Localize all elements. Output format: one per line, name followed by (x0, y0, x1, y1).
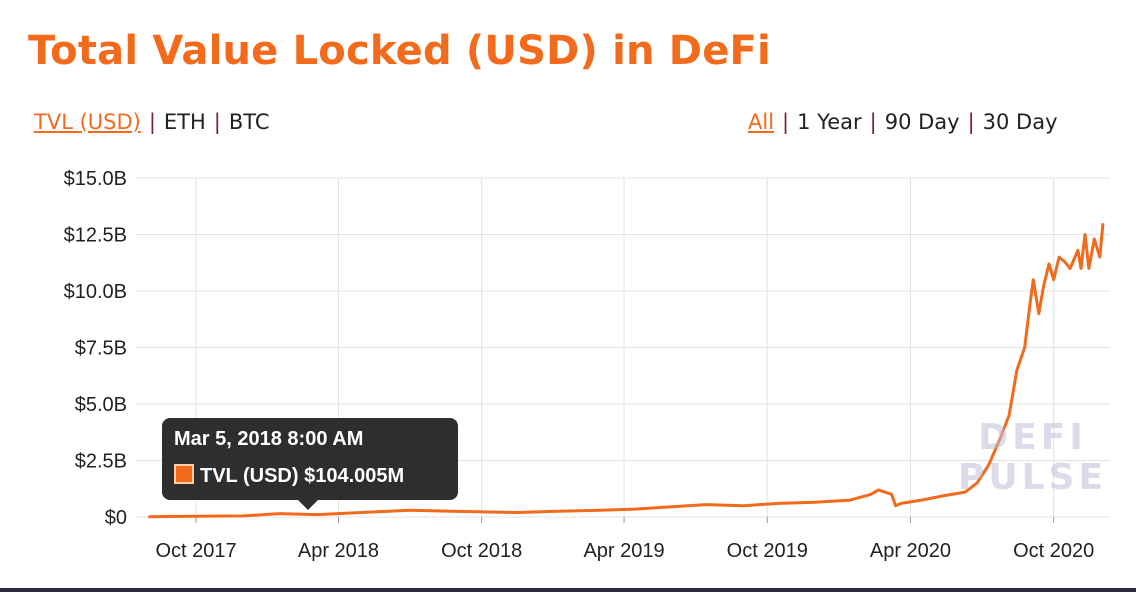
defi-pulse-watermark: DEFI PULSE (958, 418, 1107, 498)
tooltip-date: Mar 5, 2018 8:00 AM (174, 428, 364, 450)
separator: | (148, 110, 156, 134)
range-90-day[interactable]: 90 Day (884, 110, 960, 134)
y-tick-label: $12.5B (64, 225, 127, 247)
separator: | (869, 110, 877, 134)
toggle-eth[interactable]: ETH (163, 110, 206, 134)
toggle-tvl-usd[interactable]: TVL (USD) (34, 110, 141, 134)
currency-toggle: TVL (USD) | ETH | BTC (34, 110, 270, 134)
toggle-btc[interactable]: BTC (228, 110, 270, 134)
tooltip-row: TVL (USD) $104.005M (174, 464, 404, 488)
series-line-tvl-usd (148, 223, 1105, 519)
separator: | (782, 110, 790, 134)
range-30-day[interactable]: 30 Day (982, 110, 1058, 134)
x-tick-label: Apr 2020 (870, 540, 951, 562)
y-tick-label: $0 (105, 507, 127, 529)
x-tick-label: Oct 2019 (727, 540, 808, 562)
y-tick-label: $10.0B (64, 281, 127, 303)
x-tick-label: Apr 2018 (298, 540, 379, 562)
y-tick-label: $15.0B (64, 168, 127, 190)
separator: | (967, 110, 975, 134)
x-tick-label: Oct 2018 (441, 540, 522, 562)
y-tick-label: $7.5B (75, 338, 127, 360)
separator: | (213, 110, 221, 134)
range-toggle: All | 1 Year | 90 Day | 30 Day (748, 110, 1058, 134)
x-tick-label: Oct 2020 (1013, 540, 1094, 562)
range-all[interactable]: All (748, 110, 775, 134)
tooltip-value: $104.005M (304, 465, 405, 487)
chart-tooltip: Mar 5, 2018 8:00 AM TVL (USD) $104.005M (162, 418, 458, 510)
tooltip-series-name: TVL (USD) (200, 465, 299, 487)
y-tick-label: $5.0B (75, 394, 127, 416)
x-tick-label: Oct 2017 (155, 540, 236, 562)
x-tick-label: Apr 2019 (583, 540, 664, 562)
series-swatch (174, 464, 194, 484)
page-title: Total Value Locked (USD) in DeFi (28, 28, 771, 74)
watermark-line-2: PULSE (958, 457, 1108, 498)
watermark-line-1: DEFI (978, 417, 1087, 458)
y-tick-label: $2.5B (75, 451, 127, 473)
range-1-year[interactable]: 1 Year (797, 110, 862, 134)
bottom-border (0, 588, 1136, 592)
